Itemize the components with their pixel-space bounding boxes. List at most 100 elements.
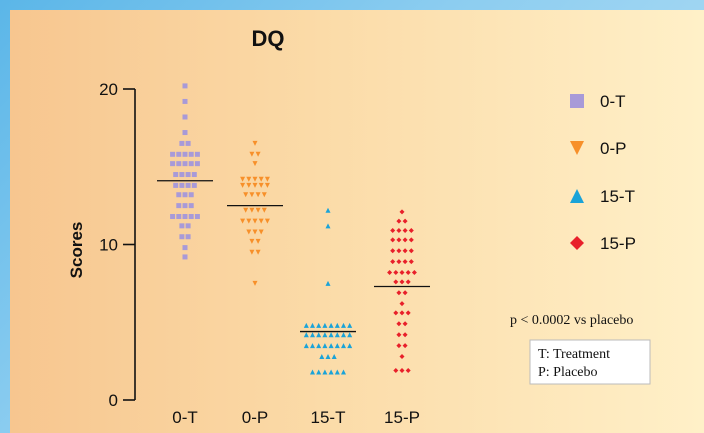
point-15-T-15 — [328, 332, 334, 338]
point-0-T-23 — [191, 182, 197, 188]
mean-lines — [157, 180, 430, 333]
point-15-P-37 — [396, 343, 402, 349]
point-15-P-16 — [396, 259, 402, 265]
y-axis-label: Scores — [67, 222, 86, 279]
point-15-P-21 — [399, 269, 405, 275]
point-0-T-28 — [182, 203, 188, 209]
point-15-T-17 — [341, 332, 346, 338]
point-0-P-20 — [255, 207, 261, 213]
point-0-T-17 — [179, 172, 185, 178]
point-0-P-32 — [249, 249, 255, 255]
point-15-T-12 — [310, 332, 315, 338]
point-15-P-2 — [402, 218, 408, 224]
point-0-T-29 — [188, 203, 194, 209]
point-15-P-17 — [402, 259, 408, 265]
point-0-P-8 — [264, 176, 270, 182]
point-0-P-27 — [246, 229, 252, 235]
point-0-P-19 — [249, 207, 255, 213]
point-0-T-16 — [173, 172, 179, 178]
point-15-P-11 — [390, 248, 396, 254]
point-0-P-9 — [240, 182, 246, 188]
chart-title: DQ — [252, 26, 285, 51]
point-0-P-3 — [252, 161, 258, 167]
point-0-T-39 — [182, 245, 188, 251]
point-15-P-40 — [393, 367, 399, 373]
point-0-T-8 — [182, 151, 188, 157]
point-15-P-10 — [408, 237, 414, 243]
point-0-P-1 — [249, 151, 255, 157]
y-tick-label-2: 20 — [99, 80, 118, 99]
point-15-T-8 — [334, 322, 340, 328]
point-0-T-30 — [170, 214, 176, 220]
point-15-T-21 — [316, 343, 322, 349]
point-0-P-33 — [255, 249, 261, 255]
point-15-P-41 — [399, 367, 405, 373]
point-15-P-31 — [399, 310, 405, 316]
legend-marker-15-T — [570, 189, 584, 203]
point-0-T-26 — [188, 192, 194, 198]
point-0-P-28 — [252, 229, 258, 235]
point-15-P-9 — [402, 237, 408, 243]
point-0-T-12 — [176, 161, 182, 167]
point-15-P-19 — [387, 269, 393, 275]
legend-marker-0-P — [570, 141, 584, 155]
point-0-T-34 — [194, 214, 200, 220]
point-15-P-30 — [393, 310, 399, 316]
point-15-P-5 — [402, 228, 408, 234]
point-15-T-2 — [325, 280, 331, 286]
point-15-T-34 — [334, 369, 340, 375]
point-0-T-15 — [194, 161, 200, 167]
point-0-T-6 — [170, 151, 176, 157]
point-0-P-2 — [255, 151, 261, 157]
point-15-T-3 — [303, 322, 309, 328]
point-15-T-14 — [322, 332, 328, 338]
point-0-P-18 — [243, 207, 249, 213]
point-15-T-25 — [341, 343, 346, 349]
point-0-P-14 — [243, 192, 249, 198]
point-15-T-35 — [341, 369, 346, 375]
point-0-P-11 — [252, 182, 258, 188]
point-0-P-31 — [255, 238, 261, 244]
point-15-P-42 — [405, 367, 411, 373]
point-15-T-5 — [316, 322, 322, 328]
point-15-T-7 — [328, 322, 334, 328]
point-15-T-16 — [334, 332, 340, 338]
legend-label-15-T: 15-T — [600, 187, 635, 206]
point-15-T-4 — [310, 322, 315, 328]
point-0-T-24 — [176, 192, 182, 198]
point-15-P-15 — [390, 259, 396, 265]
point-15-P-29 — [399, 301, 405, 307]
point-15-T-18 — [347, 332, 353, 338]
x-axis-labels: 0-T 0-P 15-T 15-P — [172, 408, 420, 427]
chart: DQ 0 10 20 Scores 0-T 0-P 15-T 15-P 0-T 0-P 15-… — [67, 26, 651, 427]
point-0-T-32 — [182, 214, 188, 220]
point-15-P-28 — [402, 290, 408, 296]
point-0-P-12 — [258, 182, 264, 188]
key-placebo: P: Placebo — [538, 365, 598, 380]
point-15-T-27 — [319, 353, 325, 359]
point-0-P-0 — [252, 140, 258, 146]
point-0-T-25 — [182, 192, 188, 198]
point-15-T-19 — [303, 343, 309, 349]
point-15-P-22 — [405, 269, 411, 275]
point-0-P-6 — [252, 176, 258, 182]
point-15-T-20 — [310, 343, 315, 349]
point-15-T-26 — [347, 343, 353, 349]
point-15-P-18 — [408, 259, 414, 265]
point-0-T-10 — [194, 151, 200, 157]
point-0-T-20 — [173, 182, 179, 188]
point-0-T-36 — [185, 223, 191, 229]
point-15-T-23 — [328, 343, 334, 349]
point-0-P-21 — [261, 207, 267, 213]
point-15-T-11 — [303, 332, 309, 338]
point-15-T-29 — [331, 353, 337, 359]
chart-panel: DQ 0 10 20 Scores 0-T 0-P 15-T 15-P 0-T 0-P 15-… — [10, 10, 704, 433]
point-15-P-6 — [408, 228, 414, 234]
data-points — [170, 83, 417, 375]
point-15-P-33 — [396, 321, 402, 327]
key-box — [529, 339, 651, 385]
point-15-P-13 — [402, 248, 408, 254]
point-0-T-31 — [176, 214, 182, 220]
point-15-P-14 — [408, 248, 414, 254]
legend-label-0-P: 0-P — [600, 139, 626, 158]
